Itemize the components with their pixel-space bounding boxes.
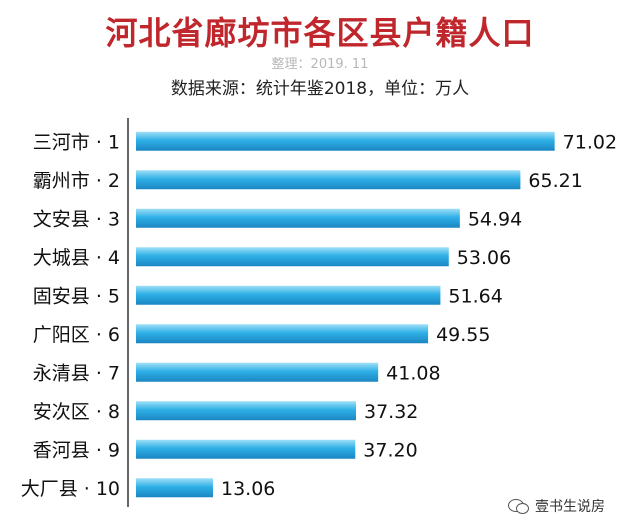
category-label-4: 大城县 · 4 (33, 247, 120, 269)
category-label-7: 永清县 · 7 (33, 362, 120, 384)
value-label-10: 13.06 (221, 478, 275, 500)
category-label-8: 安次区 · 8 (33, 401, 120, 423)
bar-5 (136, 285, 441, 305)
value-label-9: 37.20 (363, 439, 417, 461)
value-label-6: 49.55 (436, 324, 490, 346)
category-labels-group: 三河市 · 1 霸州市 · 2 文安县 · 3 大城县 · 4 固安县 · 5 广阳区 ·… (21, 131, 120, 500)
category-label-2: 霸州市 · 2 (33, 170, 120, 192)
bar-8 (136, 401, 356, 421)
watermark-text: 壹书生说房 (535, 499, 605, 515)
bar-7 (136, 362, 379, 382)
category-label-5: 固安县 · 5 (33, 285, 120, 307)
category-label-3: 文安县 · 3 (33, 208, 120, 230)
bar-6 (136, 324, 429, 344)
bar-10 (136, 478, 213, 498)
wechat-icon (508, 498, 530, 514)
bar-3 (136, 208, 460, 228)
bar-1 (136, 131, 555, 151)
bar-4 (136, 247, 449, 267)
value-label-7: 41.08 (386, 362, 440, 384)
watermark: 壹书生说房 (508, 494, 634, 518)
value-label-3: 54.94 (468, 208, 522, 230)
bar-2 (136, 170, 521, 190)
category-label-1: 三河市 · 1 (33, 131, 120, 153)
data-source-note: 数据来源：统计年鉴2018，单位：万人 (170, 79, 470, 99)
value-label-4: 53.06 (457, 247, 511, 269)
category-label-9: 香河县 · 9 (33, 439, 120, 461)
category-label-6: 广阳区 · 6 (33, 324, 120, 346)
value-label-8: 37.32 (364, 401, 418, 423)
bars-group (136, 131, 555, 498)
category-label-10: 大厂县 · 10 (21, 478, 120, 500)
value-labels-group: 71.02 65.21 54.94 53.06 51.64 49.55 41.08 37.32… (221, 131, 617, 500)
value-label-5: 51.64 (448, 285, 502, 307)
chart-subtitle: 整理：2019. 11 (271, 57, 369, 72)
bar-9 (136, 439, 356, 459)
value-label-2: 65.21 (528, 170, 582, 192)
chart-title: 河北省廊坊市各区县户籍人口 (105, 14, 535, 52)
value-label-1: 71.02 (563, 131, 617, 153)
